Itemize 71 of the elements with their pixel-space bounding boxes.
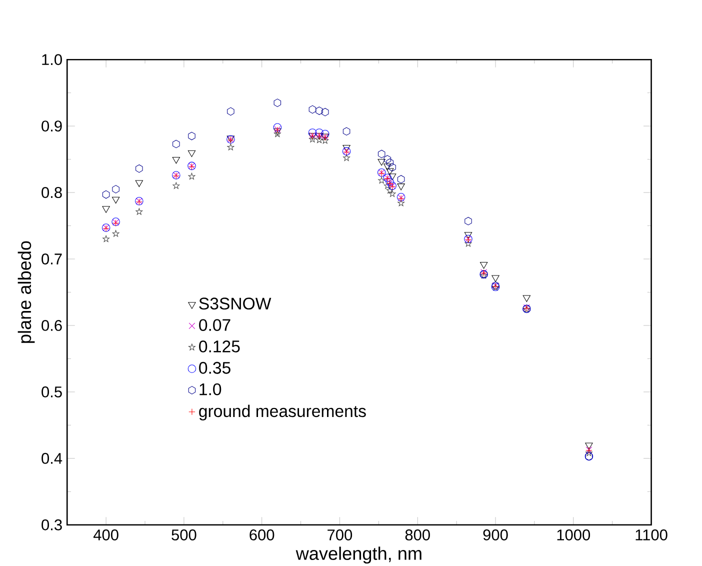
- point: [522, 295, 530, 302]
- point: [172, 156, 180, 164]
- point: [112, 196, 120, 204]
- y-tick-label: 0.6: [42, 320, 62, 331]
- point: [386, 168, 394, 175]
- point: [378, 176, 386, 184]
- point: [397, 184, 405, 190]
- point: [492, 275, 500, 282]
- legend-label: 0.35: [199, 362, 230, 374]
- point: [112, 185, 120, 194]
- point: [274, 98, 282, 107]
- y-tick-label: 0.9: [42, 120, 62, 132]
- point: [585, 442, 593, 450]
- point: [464, 216, 472, 226]
- point: [172, 140, 180, 148]
- point: [322, 108, 329, 116]
- x-tick-label: 600: [250, 529, 274, 540]
- x-tick-label: 800: [405, 529, 430, 540]
- point: [136, 208, 143, 215]
- y-tick-label: 1.0: [42, 54, 62, 66]
- point: [386, 158, 394, 167]
- point: [188, 150, 196, 158]
- point: [480, 262, 488, 269]
- point: [388, 190, 396, 197]
- legend-label: ground measurements: [199, 404, 366, 420]
- point: [388, 174, 396, 180]
- point: [343, 154, 350, 161]
- point: [386, 186, 394, 194]
- x-tick-label: 900: [483, 529, 508, 540]
- point: [135, 180, 144, 187]
- y-tick-label: 0.7: [42, 253, 62, 264]
- legend-label: 1.0: [200, 383, 222, 396]
- point: [188, 132, 196, 140]
- point: [188, 172, 196, 180]
- y-tick-label: 0.3: [42, 519, 62, 530]
- point: [378, 158, 386, 166]
- point: [102, 206, 110, 213]
- y-tick-label: 0.4: [42, 452, 62, 464]
- legend-label: 0.125: [199, 340, 240, 352]
- point: [136, 164, 143, 173]
- y-axis-title: plane albedo: [18, 241, 35, 343]
- point: [378, 150, 386, 158]
- point: [172, 182, 180, 189]
- point: [384, 155, 392, 164]
- point: [464, 240, 472, 247]
- point: [102, 190, 110, 199]
- point: [342, 127, 350, 136]
- x-axis-title: wavelength, nm: [296, 546, 422, 564]
- y-tick-label: 0.5: [42, 386, 62, 398]
- point: [397, 175, 405, 184]
- x-tick-label: 1100: [636, 529, 668, 540]
- point: [384, 164, 392, 170]
- point: [102, 235, 110, 242]
- x-tick-label: 500: [172, 529, 196, 540]
- point: [227, 144, 234, 150]
- point: [464, 232, 472, 239]
- point: [273, 123, 282, 132]
- point: [316, 106, 323, 115]
- point: [322, 137, 329, 144]
- point: [227, 107, 234, 116]
- point: [112, 230, 120, 237]
- point: [388, 163, 396, 172]
- x-tick-label: 1000: [557, 529, 590, 540]
- x-tick-label: 400: [93, 529, 118, 540]
- x-tick-label: 700: [328, 529, 352, 540]
- y-tick-label: 0.8: [42, 187, 62, 198]
- point: [308, 105, 316, 114]
- point: [316, 136, 323, 143]
- legend-label: 0.07: [199, 319, 230, 331]
- point: [384, 182, 391, 189]
- legend-label: S3SNOW: [199, 298, 272, 310]
